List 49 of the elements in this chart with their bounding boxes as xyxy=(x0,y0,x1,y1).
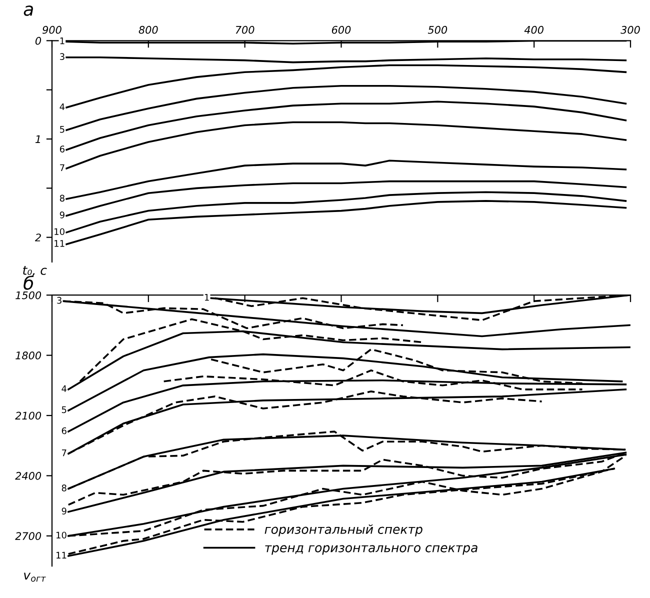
annotation: 3 xyxy=(60,53,64,60)
annotation: 3 xyxy=(57,296,62,304)
line-series xyxy=(66,64,627,108)
annotation: 1 xyxy=(60,38,64,44)
x-tick-label: 400 xyxy=(524,26,544,34)
line-series xyxy=(66,84,627,132)
annotation: 1 xyxy=(204,294,209,301)
annotation: 10 xyxy=(54,228,64,236)
line-series xyxy=(66,200,627,246)
x-tick-label: 500 xyxy=(428,26,448,34)
legend-label: горизонтальный спектр xyxy=(264,524,422,536)
annotation: 5 xyxy=(60,126,64,133)
legend-label: тренд горизонтального спектра xyxy=(265,545,478,555)
annotation: 7 xyxy=(60,164,64,171)
annotation: 10 xyxy=(56,532,66,539)
x-tick-label: 700 xyxy=(236,26,254,34)
line-series xyxy=(66,100,627,151)
annotation: 8 xyxy=(60,194,64,202)
annotation: 7 xyxy=(62,450,66,456)
y-tick-label: 0 xyxy=(35,36,42,45)
y-axis-title: t₀, c xyxy=(23,266,47,276)
line-series xyxy=(66,191,627,234)
annotation: 5 xyxy=(62,406,66,414)
annotation: 8 xyxy=(62,484,66,492)
chart-title: б xyxy=(24,276,34,290)
y-tick-label: 1 xyxy=(35,135,40,143)
annotation: 4 xyxy=(62,385,66,392)
annotation: 9 xyxy=(62,508,66,514)
y-tick-label: 2700 xyxy=(15,532,42,540)
annotation: 4 xyxy=(60,103,65,110)
annotation: 9 xyxy=(60,211,64,218)
annotation: 11 xyxy=(54,240,64,247)
line-series xyxy=(66,160,627,200)
x-tick-label: 300 xyxy=(620,26,640,34)
y-tick-label: 1800 xyxy=(16,352,42,360)
y-tick-label: 2 xyxy=(34,234,41,242)
y-tick-label: 2100 xyxy=(15,412,42,420)
chart-title: а xyxy=(24,6,33,16)
line-series xyxy=(66,121,627,170)
y-tick-label: 2400 xyxy=(15,472,42,480)
annotation: 6 xyxy=(60,146,65,152)
line-series xyxy=(66,180,627,217)
y-axis-title: v$_{огт}$ xyxy=(24,572,46,582)
x-tick-label: 800 xyxy=(138,26,158,34)
x-tick-label: 600 xyxy=(332,26,351,34)
annotation: 6 xyxy=(62,427,66,434)
x-tick-label: 900 xyxy=(42,26,62,34)
y-tick-label: 1500 xyxy=(16,291,42,300)
annotation: 11 xyxy=(56,552,66,558)
